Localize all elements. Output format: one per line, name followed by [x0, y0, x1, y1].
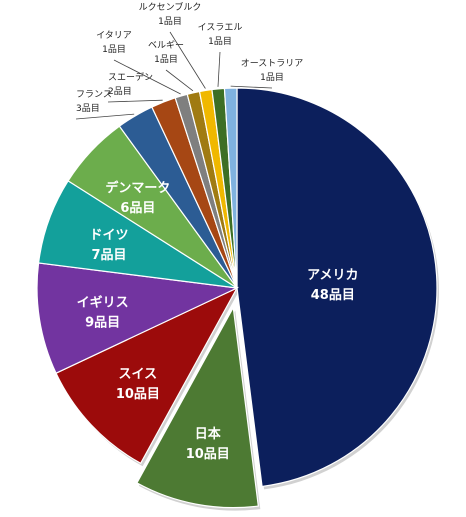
slice-label-value: 48品目 — [311, 288, 355, 303]
slice-label-name: ベルギー — [148, 40, 184, 51]
leader-line — [217, 51, 221, 87]
slice-3 — [36, 262, 240, 374]
slice-2 — [55, 286, 239, 465]
slice-label-value: 6品目 — [120, 201, 155, 216]
slice-label-name: 日本 — [195, 426, 221, 442]
slice-label-name: スエーデン — [108, 71, 153, 83]
leader-line — [165, 69, 194, 92]
slice-label-name: イスラエル — [198, 22, 243, 33]
slice-label-value: 7品目 — [92, 248, 127, 263]
slice-12 — [223, 87, 238, 289]
slice-1 — [136, 305, 259, 509]
leader-line — [113, 59, 181, 95]
slice-label-name: オーストラリア — [241, 58, 304, 69]
slice-label-value: 1品目 — [102, 44, 126, 55]
slices — [36, 87, 438, 509]
slice-label-value: 10品目 — [186, 447, 230, 462]
slice-label-value: 2品目 — [108, 86, 132, 97]
slice-label-name: スイス — [119, 367, 158, 382]
leader-line — [230, 85, 273, 89]
slice-label-name: フランス — [76, 89, 112, 100]
slice-label-value: 3品目 — [76, 103, 100, 114]
slice-label-value: 1品目 — [208, 36, 232, 47]
slice-label-value: 9品目 — [85, 315, 120, 330]
slice-label-name: ドイツ — [90, 228, 129, 243]
leader-line — [107, 99, 163, 103]
slice-label-name: デンマーク — [105, 180, 170, 196]
slice-label-value: 1品目 — [154, 54, 178, 65]
leader-line — [169, 31, 206, 89]
slice-label-name: アメリカ — [307, 268, 358, 283]
slice-0 — [236, 87, 438, 488]
leader-line — [75, 113, 135, 120]
slice-label-name: イタリア — [96, 30, 132, 41]
slice-label-value: 1品目 — [158, 16, 182, 27]
slice-label-name: イギリス — [77, 294, 129, 310]
slice-label-value: 10品目 — [116, 387, 160, 402]
slice-label-name: ルクセンブルク — [139, 1, 202, 13]
slice-label-value: 1品目 — [260, 72, 284, 83]
